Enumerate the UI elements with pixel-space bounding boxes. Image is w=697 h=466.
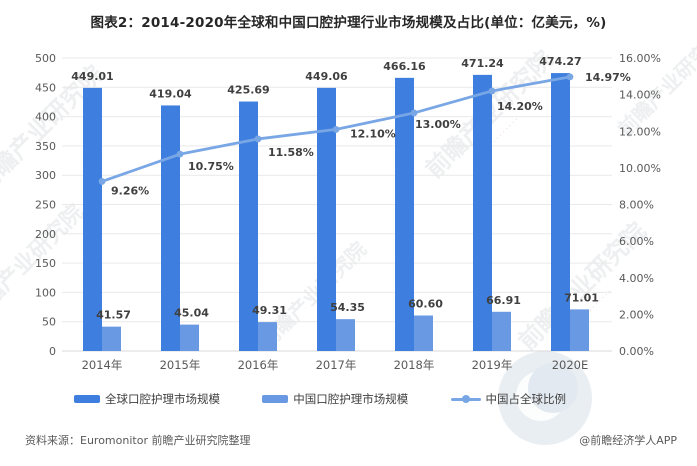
right-axis-tick-label: 6.00% — [619, 235, 654, 248]
right-axis-tick-label: 2.00% — [619, 308, 654, 321]
x-axis-tick-label: 2019年 — [472, 358, 513, 372]
left-axis-tick-label: 250 — [35, 199, 56, 212]
pct-label: 10.75% — [188, 160, 234, 173]
left-axis-tick-label: 50 — [42, 316, 56, 329]
x-axis-tick-label: 2016年 — [238, 358, 279, 372]
value-labels: 449.01 41.57 419.04 45.04 425.69 49.31 449.06 5… — [71, 55, 599, 322]
watermark-logo-icon — [498, 351, 592, 445]
legend-line-marker-icon — [450, 395, 481, 403]
legend-swatch-global — [74, 395, 100, 403]
right-axis-tick-label: 12.00% — [619, 125, 661, 138]
bar-global-2018年 — [395, 77, 414, 352]
bars-china — [102, 309, 589, 351]
pct-marker — [566, 73, 574, 81]
value-label-china: 66.91 — [486, 294, 521, 307]
bar-china-2015年 — [180, 324, 199, 351]
legend-label-global: 全球口腔护理市场规模 — [105, 392, 220, 406]
bar-global-2017年 — [317, 87, 336, 352]
value-label-global: 449.01 — [71, 70, 113, 83]
x-axis-tick-label: 2017年 — [316, 358, 357, 372]
left-axis-labels: 0 50 100 150 200 250 300 350 400 450 500 — [35, 52, 56, 358]
left-axis-tick-label: 350 — [35, 140, 56, 153]
x-axis-tick-label: 2015年 — [160, 358, 201, 372]
bar-global-2015年 — [161, 105, 180, 351]
right-axis-tick-label: 8.00% — [619, 199, 654, 212]
bar-global-2014年 — [83, 87, 102, 352]
right-axis-tick-label: 14.00% — [619, 89, 661, 102]
left-axis-tick-label: 450 — [35, 81, 56, 94]
x-axis-tick-label: 2014年 — [82, 358, 123, 372]
pct-marker — [332, 126, 340, 133]
pct-label: 14.97% — [585, 71, 631, 84]
value-label-global: 419.04 — [149, 87, 192, 100]
legend-item-share: 中国占全球比例 — [450, 391, 567, 407]
data-source-text: 资料来源：Euromonitor 前瞻产业研究院整理 — [25, 434, 251, 447]
bar-china-2018年 — [414, 315, 433, 351]
legend-swatch-china — [262, 395, 289, 403]
value-label-china: 71.01 — [564, 291, 599, 304]
bar-china-2014年 — [102, 326, 121, 351]
right-axis-tick-label: 10.00% — [619, 162, 661, 175]
bar-global-2019年 — [473, 74, 492, 351]
credit-text: @前瞻经济学人APP — [579, 434, 677, 447]
right-axis-labels: 0.00% 2.00% 4.00% 6.00% 8.00% 10.00% 12.00% 14.… — [619, 52, 661, 358]
value-label-global: 466.16 — [383, 60, 426, 73]
bar-china-2017年 — [336, 319, 355, 351]
bar-global-2020E — [551, 73, 570, 351]
value-label-global: 471.24 — [461, 57, 504, 70]
pct-marker — [254, 135, 262, 143]
pct-label: 12.10% — [350, 127, 396, 140]
value-label-china: 49.31 — [252, 304, 287, 317]
pct-label: 13.00% — [415, 118, 461, 131]
left-axis-tick-label: 500 — [35, 52, 56, 65]
x-axis-labels: 2014年 2015年 2016年 2017年 2018年 2019年 2020E — [82, 358, 589, 372]
legend-label-china: 中国口腔护理市场规模 — [293, 392, 409, 406]
page-title: 图表2：2014-2020年全球和中国口腔护理行业市场规模及占比(单位：亿美元，… — [90, 15, 607, 31]
pct-marker — [176, 150, 184, 158]
right-axis-tick-label: 4.00% — [619, 272, 654, 285]
pct-marker — [410, 109, 418, 117]
bars-global — [83, 73, 570, 352]
chart-legend: 全球口腔护理市场规模 中国口腔护理市场规模 中国占全球比例 — [74, 391, 566, 407]
bar-global-2016年 — [239, 101, 258, 352]
pct-marker — [98, 178, 106, 185]
legend-item-china: 中国口腔护理市场规模 — [262, 391, 408, 407]
left-axis-tick-label: 0 — [49, 345, 56, 358]
left-axis-tick-label: 150 — [35, 257, 56, 270]
legend-item-global: 全球口腔护理市场规模 — [74, 391, 220, 407]
left-axis-tick-label: 400 — [35, 111, 56, 124]
pct-line: 9.26% 10.75% 11.58% 12.10% 13.00% 14.20% 14.97… — [98, 71, 631, 197]
value-label-china: 41.57 — [96, 309, 131, 322]
bar-china-2016年 — [258, 322, 277, 351]
value-label-global: 425.69 — [227, 84, 269, 97]
bar-china-2019年 — [492, 311, 511, 351]
left-axis-tick-label: 200 — [35, 228, 56, 241]
value-label-china: 60.60 — [408, 297, 443, 310]
pct-label: 14.20% — [497, 100, 543, 113]
value-label-global: 449.06 — [305, 70, 348, 83]
right-axis-tick-label: 0.00% — [619, 345, 654, 358]
pct-label: 9.26% — [111, 184, 149, 197]
bar-china-2020E — [570, 309, 589, 351]
value-label-global: 474.27 — [539, 55, 581, 68]
right-axis-tick-label: 16.00% — [619, 52, 661, 65]
left-axis-tick-label: 100 — [35, 286, 56, 299]
value-label-china: 45.04 — [174, 307, 209, 320]
x-axis-tick-label: 2018年 — [394, 358, 435, 372]
left-axis-tick-label: 300 — [35, 169, 56, 182]
pct-label: 11.58% — [268, 146, 314, 159]
legend-label-share: 中国占全球比例 — [485, 392, 567, 406]
pct-marker — [488, 87, 496, 95]
x-axis-tick-label: 2020E — [552, 358, 589, 372]
value-label-china: 54.35 — [330, 301, 365, 314]
